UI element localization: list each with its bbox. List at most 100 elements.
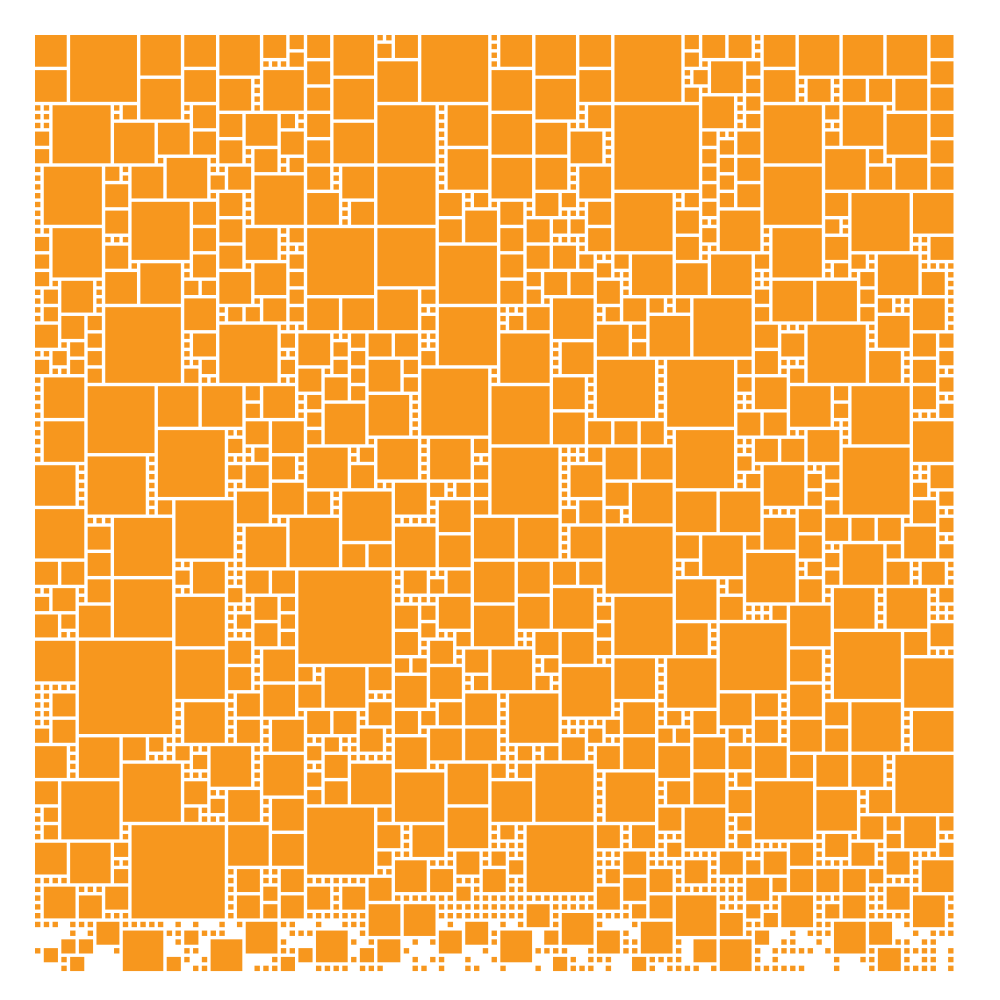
square	[315, 763, 322, 770]
square	[579, 105, 585, 111]
square	[790, 965, 796, 972]
square	[351, 737, 357, 743]
square	[869, 166, 893, 190]
square	[517, 851, 524, 857]
square	[509, 772, 515, 778]
square	[772, 509, 778, 515]
square	[35, 719, 41, 726]
square	[254, 78, 260, 85]
square	[368, 904, 401, 936]
square	[254, 754, 260, 761]
square	[825, 693, 831, 699]
square	[904, 921, 910, 928]
square	[52, 877, 58, 884]
square	[596, 719, 603, 726]
square	[263, 798, 269, 805]
square	[394, 605, 418, 629]
square	[517, 886, 524, 893]
square	[263, 728, 269, 734]
square	[851, 193, 910, 252]
square	[939, 816, 954, 831]
square	[289, 921, 295, 928]
square	[500, 702, 506, 708]
square	[394, 860, 427, 893]
square	[43, 948, 58, 963]
square	[913, 412, 919, 418]
square	[500, 315, 506, 322]
square	[658, 833, 664, 840]
square	[754, 693, 778, 717]
square	[324, 667, 366, 708]
square	[825, 921, 831, 928]
square	[904, 351, 910, 357]
square	[737, 96, 743, 102]
square	[43, 921, 50, 928]
square	[201, 772, 208, 778]
square	[833, 403, 849, 418]
square	[447, 632, 454, 638]
square	[860, 307, 875, 322]
square	[526, 245, 550, 269]
square	[623, 877, 647, 901]
square	[421, 333, 427, 339]
square	[315, 667, 322, 673]
square	[421, 368, 489, 436]
square	[87, 351, 102, 366]
square	[236, 491, 269, 524]
square	[280, 939, 287, 945]
square	[913, 421, 954, 462]
square	[790, 509, 796, 515]
square	[219, 307, 225, 313]
square	[561, 895, 568, 901]
square	[737, 886, 743, 893]
square	[236, 535, 243, 541]
square	[561, 553, 568, 559]
square	[456, 649, 462, 655]
square	[605, 772, 655, 822]
square	[184, 368, 199, 383]
square	[447, 860, 454, 866]
square	[737, 877, 743, 884]
square	[272, 61, 278, 67]
square	[447, 482, 454, 489]
square	[948, 280, 954, 287]
square	[377, 851, 392, 866]
square	[228, 877, 234, 884]
square	[491, 763, 506, 778]
square	[596, 825, 620, 849]
square	[509, 895, 515, 901]
square	[307, 913, 313, 919]
square	[675, 948, 682, 954]
square	[886, 754, 893, 761]
square	[289, 272, 304, 287]
square	[570, 500, 576, 506]
square	[895, 939, 901, 945]
square	[201, 930, 208, 936]
square	[570, 456, 576, 462]
square	[105, 307, 181, 383]
square	[754, 280, 761, 287]
square	[781, 438, 805, 462]
square	[579, 245, 585, 252]
square	[904, 719, 910, 726]
square	[228, 711, 234, 717]
square	[61, 315, 85, 339]
square	[430, 482, 445, 497]
square	[948, 394, 954, 401]
square	[184, 263, 190, 269]
square	[746, 614, 752, 620]
square	[280, 351, 287, 357]
square	[658, 693, 664, 699]
square	[596, 860, 603, 866]
square	[184, 781, 208, 805]
square	[860, 272, 875, 287]
square	[43, 289, 58, 304]
square	[658, 412, 664, 418]
square	[623, 298, 647, 322]
square	[377, 289, 418, 331]
square	[623, 289, 629, 295]
square	[517, 913, 524, 919]
square	[746, 860, 761, 875]
square	[342, 166, 375, 199]
